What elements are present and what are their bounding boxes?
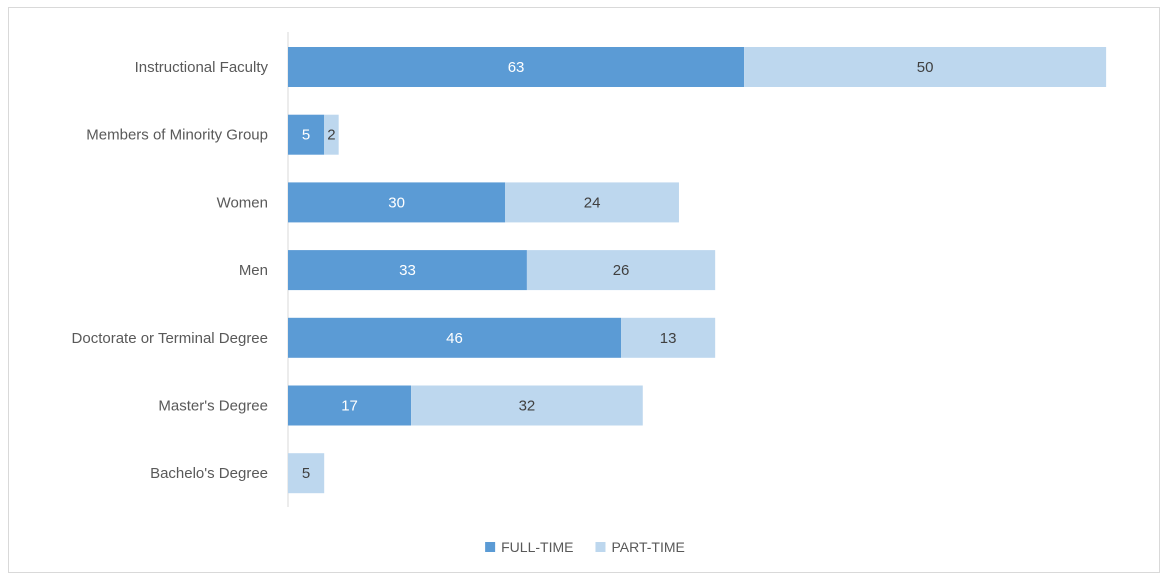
data-label-part-time-men: 26 [613, 262, 630, 279]
category-label-instructional-faculty: Instructional Faculty [135, 59, 269, 76]
bar-part-time-master-s-degree [411, 385, 643, 426]
category-label-men: Men [239, 262, 268, 279]
category-label-women: Women [217, 194, 268, 211]
legend-swatch-part-time [595, 542, 606, 552]
data-label-part-time-bachelo-s-degree: 5 [302, 465, 310, 482]
data-label-full-time-instructional-faculty: 63 [508, 59, 525, 76]
legend: FULL-TIME PART-TIME [485, 539, 685, 555]
bar-full-time-doctorate-or-terminal-degree [288, 317, 622, 358]
category-label-doctorate-or-terminal-degree: Doctorate or Terminal Degree [72, 330, 268, 347]
bar-full-time-members-of-minority-group [288, 114, 325, 155]
data-label-part-time-doctorate-or-terminal-degree: 13 [660, 330, 677, 347]
data-label-full-time-members-of-minority-group: 5 [302, 127, 310, 144]
data-label-full-time-women: 30 [388, 194, 405, 211]
bar-part-time-members-of-minority-group [324, 114, 339, 155]
bar-part-time-men [526, 250, 716, 291]
bar-full-time-master-s-degree [288, 385, 412, 426]
data-label-part-time-instructional-faculty: 50 [917, 59, 934, 76]
category-label-master-s-degree: Master's Degree [158, 398, 268, 415]
bar-part-time-bachelo-s-degree [288, 453, 325, 494]
chart-frame: Instructional Faculty 63 50 Members of Mino… [8, 7, 1160, 573]
bar-full-time-women [288, 182, 506, 223]
category-label-members-of-minority-group: Members of Minority Group [86, 127, 268, 144]
data-label-part-time-master-s-degree: 32 [519, 398, 536, 415]
data-label-full-time-doctorate-or-terminal-degree: 46 [446, 330, 463, 347]
data-label-full-time-men: 33 [399, 262, 416, 279]
bar-full-time-instructional-faculty [288, 47, 745, 87]
bar-part-time-doctorate-or-terminal-degree [621, 317, 716, 358]
bar-full-time-men [288, 250, 527, 291]
data-label-full-time-master-s-degree: 17 [341, 398, 358, 415]
legend-label-part-time: PART-TIME [611, 539, 684, 555]
legend-label-full-time: FULL-TIME [501, 539, 573, 555]
data-label-part-time-women: 24 [584, 194, 601, 211]
bar-part-time-women [505, 182, 679, 223]
data-label-part-time-members-of-minority-group: 2 [327, 127, 335, 144]
bar-part-time-instructional-faculty [744, 47, 1107, 87]
stacked-bar-chart: Instructional Faculty 63 50 Members of Mino… [72, 32, 1107, 555]
category-label-bachelo-s-degree: Bachelo's Degree [150, 465, 268, 482]
legend-swatch-full-time [485, 542, 496, 552]
